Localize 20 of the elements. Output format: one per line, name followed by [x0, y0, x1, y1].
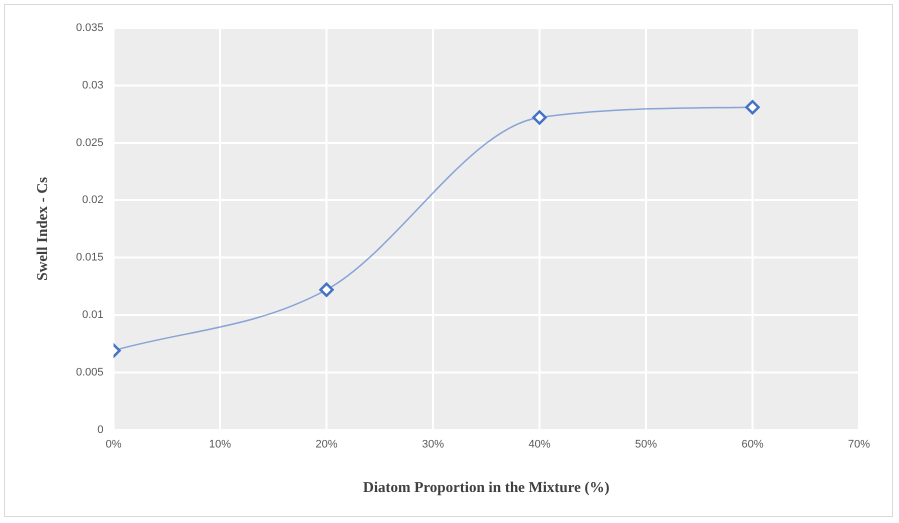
x-axis-title: Diatom Proportion in the Mixture (%) [363, 480, 610, 496]
y-tick-label: 0.015 [76, 252, 104, 264]
x-tick-label: 50% [634, 438, 658, 450]
y-tick-label: 0.005 [76, 366, 104, 378]
point [532, 110, 547, 125]
y-tick-label: 0.03 [82, 79, 104, 92]
y-axis-title: Swell Index - Cs [34, 176, 51, 281]
y-tick-label: 0 [97, 424, 104, 436]
y-tick-label: 0.02 [82, 194, 104, 206]
y-tick-label: 0.025 [76, 136, 104, 149]
x-tick-label: 0% [106, 438, 122, 450]
x-tick-label: 60% [741, 438, 764, 450]
point [745, 100, 760, 114]
y-tick-label: 0.01 [82, 309, 104, 322]
y-tick-label: 0.035 [76, 22, 104, 34]
x-tick-label: 10% [209, 438, 232, 450]
x-tick-label: 70% [848, 438, 870, 450]
x-tick-label: 40% [528, 438, 551, 450]
x-tick-label: 20% [316, 438, 338, 450]
x-tick-label: 30% [422, 438, 444, 450]
